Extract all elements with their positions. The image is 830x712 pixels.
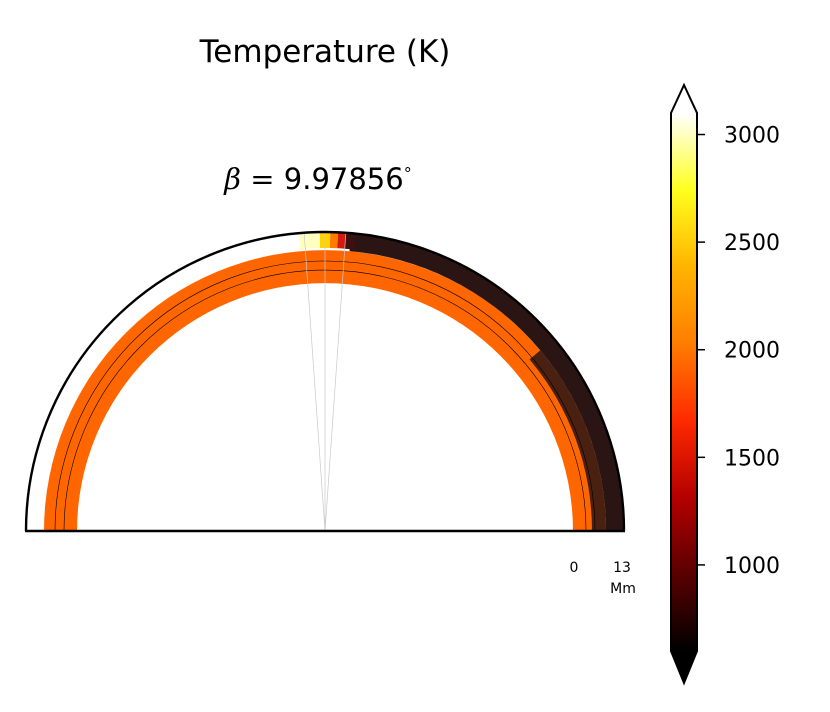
scale-bar: 0 13 Mm [570,560,636,597]
colorbar: 1000 1500 2000 2500 3000 [670,82,780,686]
hot-spot-band [298,232,321,250]
scale-start-label: 0 [570,560,579,576]
beta-value: 9.97856 [284,162,404,196]
guide-line [303,232,326,532]
colorbar-extend-min [671,651,697,683]
shell-cool-layer [349,233,624,531]
degree-symbol: ° [404,164,412,183]
shell-cool-wedge [529,350,606,531]
colorbar-tick-label: 1500 [724,446,780,471]
guide-line [324,232,347,532]
colorbar-outline [670,82,698,686]
scale-end-label: 13 [613,560,631,576]
hot-spot-band [329,232,339,249]
colorbar-tick-label: 2000 [724,339,780,364]
colorbar-extend-max [671,85,697,113]
shell-outline [24,230,626,532]
shell-bulk-layer [44,250,606,532]
colorbar-tick-label: 1000 [724,554,780,579]
scale-unit-label: Mm [610,581,636,597]
beta-annotation: β = 9.97856° [223,162,411,196]
colorbar-gradient [671,113,697,651]
colorbar-tick-label: 3000 [724,124,780,149]
beta-symbol: β = [223,162,284,196]
hot-spot-band [337,232,346,249]
temperature-shell [24,230,626,533]
colorbar-tick-label: 2500 [724,231,780,256]
hot-spot-band [344,232,357,250]
chart-title: Temperature (K) [199,34,451,70]
